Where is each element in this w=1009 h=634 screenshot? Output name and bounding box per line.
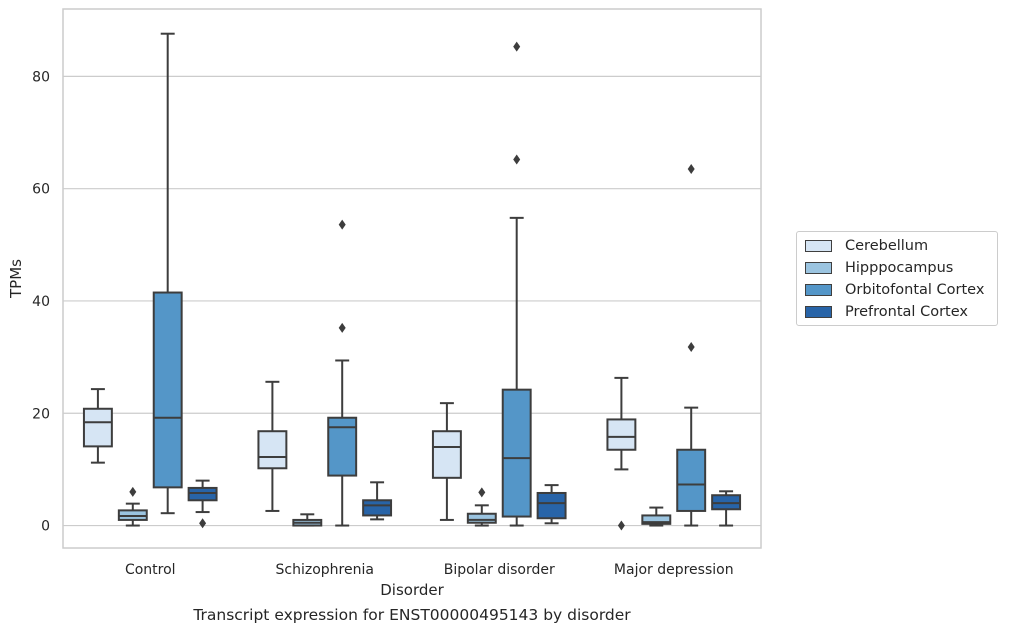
legend-label: Hipppocampus <box>845 260 954 276</box>
outlier-point <box>513 154 521 165</box>
box-plot-group <box>257 380 288 512</box>
legend-item-cerebellum: Cerebellum <box>805 236 928 256</box>
box-plot-group <box>676 164 707 527</box>
y-tick-labels: 0 20 40 60 80 <box>32 69 50 534</box>
outlier-point <box>687 164 695 175</box>
y-tick-label: 80 <box>32 69 50 85</box>
box <box>606 418 637 451</box>
legend-label: Prefrontal Cortex <box>845 304 968 320</box>
box <box>187 486 218 502</box>
x-tick-label: Major depression <box>614 562 734 578</box>
y-tick-label: 40 <box>32 294 50 310</box>
y-tick-label: 60 <box>32 182 50 198</box>
x-tick-label: Schizophrenia <box>276 562 374 578</box>
outlier-point <box>199 518 207 529</box>
box <box>501 388 532 518</box>
legend-swatch <box>805 284 832 296</box>
outlier-point <box>687 341 695 352</box>
box-plot-group <box>431 402 462 521</box>
plot-marks <box>82 32 742 531</box>
box <box>641 514 672 525</box>
box-plot-group <box>117 486 148 527</box>
legend-swatch <box>805 240 832 252</box>
box-plot-group <box>641 506 672 527</box>
box-plot-group <box>536 484 567 525</box>
box <box>676 448 707 512</box>
outlier-point <box>129 486 137 497</box>
box-plot-group <box>362 481 393 521</box>
x-tick-labels: Control Schizophrenia Bipolar disorder Majo… <box>125 562 734 578</box>
y-tick-label: 20 <box>32 406 50 422</box>
y-axis-label: TPMs <box>7 259 25 299</box>
box-plot-group <box>292 513 323 527</box>
box <box>536 491 567 520</box>
outlier-point <box>478 487 486 498</box>
box-plot-group <box>327 219 358 527</box>
box <box>362 499 393 517</box>
box <box>82 407 113 448</box>
legend-swatch <box>805 262 832 274</box>
x-tick-label: Control <box>125 562 176 578</box>
box <box>431 430 462 479</box>
legend-item-prefrontal-cortex: Prefrontal Cortex <box>805 302 968 322</box>
chart-caption: Transcript expression for ENST0000049514… <box>193 606 631 624</box>
box-plot-group <box>606 376 637 531</box>
outlier-point <box>338 219 346 230</box>
legend-label: Cerebellum <box>845 238 929 254</box>
box-plot-group <box>152 32 183 515</box>
outlier-point <box>338 322 346 333</box>
box-plot-group <box>82 388 113 464</box>
legend-item-hippocampus: Hipppocampus <box>805 258 953 278</box>
y-tick-label: 0 <box>41 519 50 535</box>
outlier-point <box>617 520 625 531</box>
legend-swatch <box>805 306 832 318</box>
legend-label: Orbitofontal Cortex <box>845 282 985 298</box>
box-plot-group <box>501 41 532 527</box>
box <box>257 430 288 470</box>
box-plot-group <box>711 490 742 527</box>
plot-frame <box>62 8 762 549</box>
box <box>466 512 497 524</box>
box <box>152 291 183 489</box>
x-tick-label: Bipolar disorder <box>444 562 555 578</box>
outlier-point <box>513 41 521 52</box>
box-plot-group <box>466 487 497 527</box>
x-axis-label: Disorder <box>380 581 444 599</box>
legend: Cerebellum Hipppocampus Orbitofontal Cor… <box>796 231 998 326</box>
box-plot-group <box>187 479 218 529</box>
legend-item-orbitofrontal-cortex: Orbitofontal Cortex <box>805 280 984 300</box>
